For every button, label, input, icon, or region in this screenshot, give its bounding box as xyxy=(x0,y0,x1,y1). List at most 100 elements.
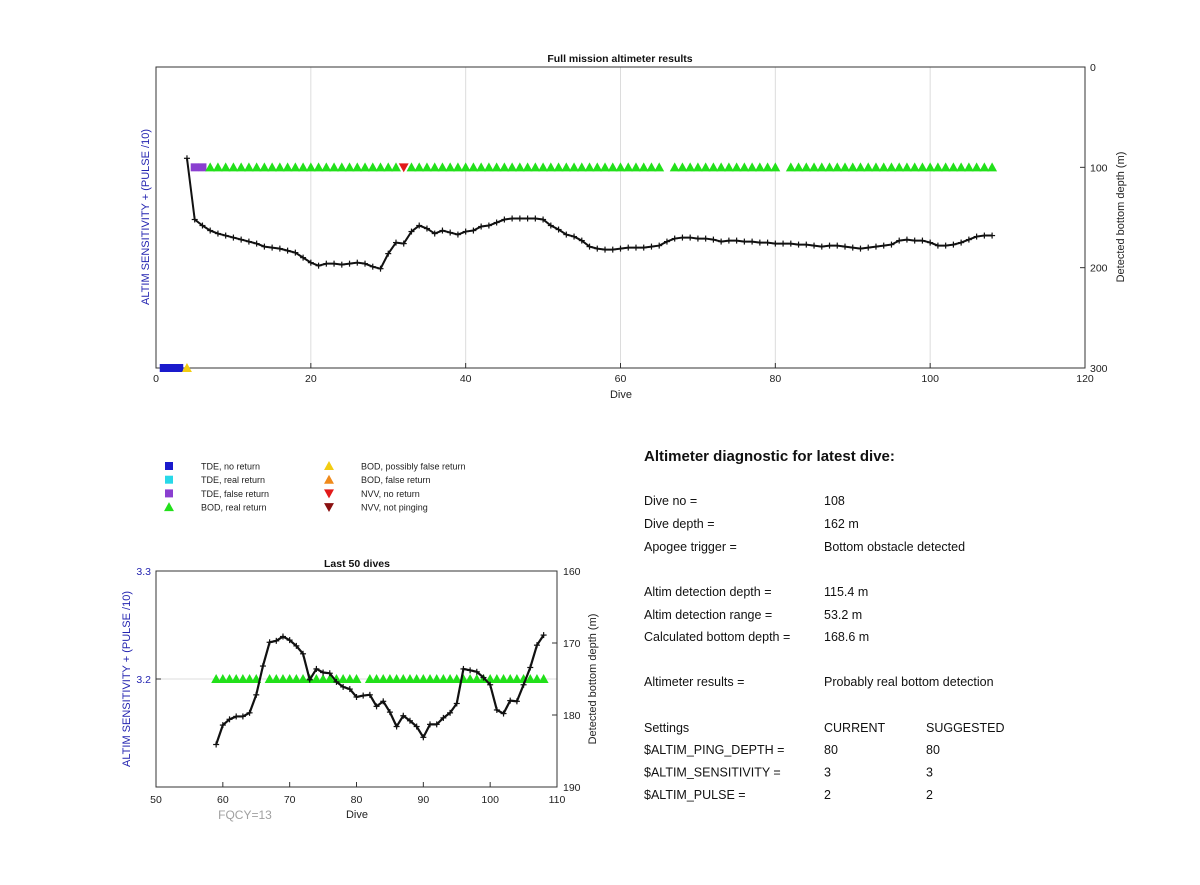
y-tick-label: 300 xyxy=(1090,363,1108,375)
data-point xyxy=(386,709,393,716)
data-point xyxy=(540,216,547,223)
data-point xyxy=(473,668,480,675)
y-ticks: 0 100 200 300 xyxy=(1080,62,1108,375)
marker-triangle-up xyxy=(538,162,549,172)
y-tick-label-right: 170 xyxy=(563,638,581,650)
data-point xyxy=(487,681,494,688)
diagnostic-label: Dive depth = xyxy=(644,517,715,531)
marker-triangle-up xyxy=(384,674,395,683)
marker-triangle-up xyxy=(217,674,228,683)
marker-square xyxy=(159,364,168,372)
data-point xyxy=(183,155,190,162)
marker-triangle-up xyxy=(352,162,363,172)
diagnostic-label: Altim detection depth = xyxy=(644,585,772,599)
x-tick-label: 80 xyxy=(769,373,781,385)
marker-triangle-up xyxy=(615,162,626,172)
legend-item: TDE, no return xyxy=(165,462,260,472)
data-point xyxy=(989,232,996,239)
marker-triangle-up xyxy=(522,162,533,172)
marker-triangle-up xyxy=(274,162,285,172)
marker-triangle-up xyxy=(471,674,482,683)
marker-triangle-up xyxy=(243,162,254,172)
data-point xyxy=(470,227,477,234)
data-point xyxy=(320,669,327,676)
marker-triangle-up xyxy=(747,162,758,172)
data-point xyxy=(602,246,609,253)
marker-triangle-up xyxy=(224,674,235,683)
data-point xyxy=(416,222,423,229)
data-point xyxy=(741,238,748,245)
data-point xyxy=(485,222,492,229)
data-point xyxy=(749,238,756,245)
data-point xyxy=(433,721,440,728)
data-point xyxy=(246,709,253,716)
marker-triangle-up xyxy=(716,162,727,172)
marker-triangle-up xyxy=(205,162,216,172)
data-point xyxy=(366,691,373,698)
marker-triangle-up xyxy=(405,674,415,683)
data-point xyxy=(942,242,949,249)
data-point xyxy=(261,243,268,250)
marker-triangle-up xyxy=(476,162,487,172)
data-point xyxy=(219,722,226,729)
data-point xyxy=(811,242,818,249)
marker-triangle-up xyxy=(692,162,703,172)
marker-triangle-up xyxy=(754,162,765,172)
marker-triangle-up xyxy=(723,162,734,172)
marker-triangle-up xyxy=(847,162,858,172)
data-point xyxy=(656,242,663,249)
x-ticks: 0 20 40 60 80 100 120 xyxy=(153,363,1094,385)
x-tick-label: 60 xyxy=(615,373,627,385)
marker-triangle-up xyxy=(631,162,641,172)
data-point xyxy=(547,222,554,229)
marker-triangle-up xyxy=(231,674,242,683)
marker-triangle-up xyxy=(646,162,657,172)
data-point xyxy=(733,237,740,244)
data-point xyxy=(467,667,474,674)
diagnostic-value: Bottom obstacle detected xyxy=(824,540,965,554)
marker-triangle-up xyxy=(451,674,462,683)
settings-label: Settings xyxy=(644,721,689,735)
data-point xyxy=(625,244,632,251)
data-point xyxy=(408,228,415,235)
data-point xyxy=(293,642,300,649)
data-point xyxy=(222,232,229,239)
data-point xyxy=(507,697,514,704)
marker-triangle-up xyxy=(237,674,248,683)
marker-triangle-up xyxy=(971,162,982,172)
marker-triangle-up xyxy=(414,162,425,172)
data-point xyxy=(226,716,233,723)
diagnostic-value: 108 xyxy=(824,494,845,508)
data-point xyxy=(440,714,447,721)
data-point xyxy=(540,632,547,639)
data-point xyxy=(671,235,678,242)
marker-triangle-up xyxy=(259,162,270,172)
marker-triangle-up xyxy=(793,162,804,172)
marker-triangle-up xyxy=(212,162,223,172)
x-axis-label: Dive xyxy=(346,809,368,821)
data-point xyxy=(400,712,407,719)
marker-triangle-up xyxy=(305,162,316,172)
data-point xyxy=(919,237,926,244)
setting-name: $ALTIM_PULSE = xyxy=(644,788,746,802)
y-tick-label: 0 xyxy=(1090,62,1096,74)
marker-triangle-up xyxy=(438,674,449,683)
marker-triangle-up xyxy=(445,162,456,172)
legend-swatch-square xyxy=(165,475,173,484)
marker-triangle-up xyxy=(507,162,518,172)
data-point xyxy=(516,215,523,222)
marker-triangle-up xyxy=(431,674,442,683)
marker-triangle-up xyxy=(282,162,293,172)
y-tick-label: 200 xyxy=(1090,263,1108,275)
data-point xyxy=(571,233,578,240)
current-header: CURRENT xyxy=(824,721,885,735)
data-point xyxy=(460,665,467,672)
legend-label: TDE, real return xyxy=(201,475,265,485)
marker-triangle-up xyxy=(871,162,881,172)
bottom-depth-series xyxy=(183,155,996,272)
marker-triangle-up xyxy=(607,162,618,172)
marker-triangle-up xyxy=(917,162,928,172)
marker-triangle-up xyxy=(963,162,974,172)
